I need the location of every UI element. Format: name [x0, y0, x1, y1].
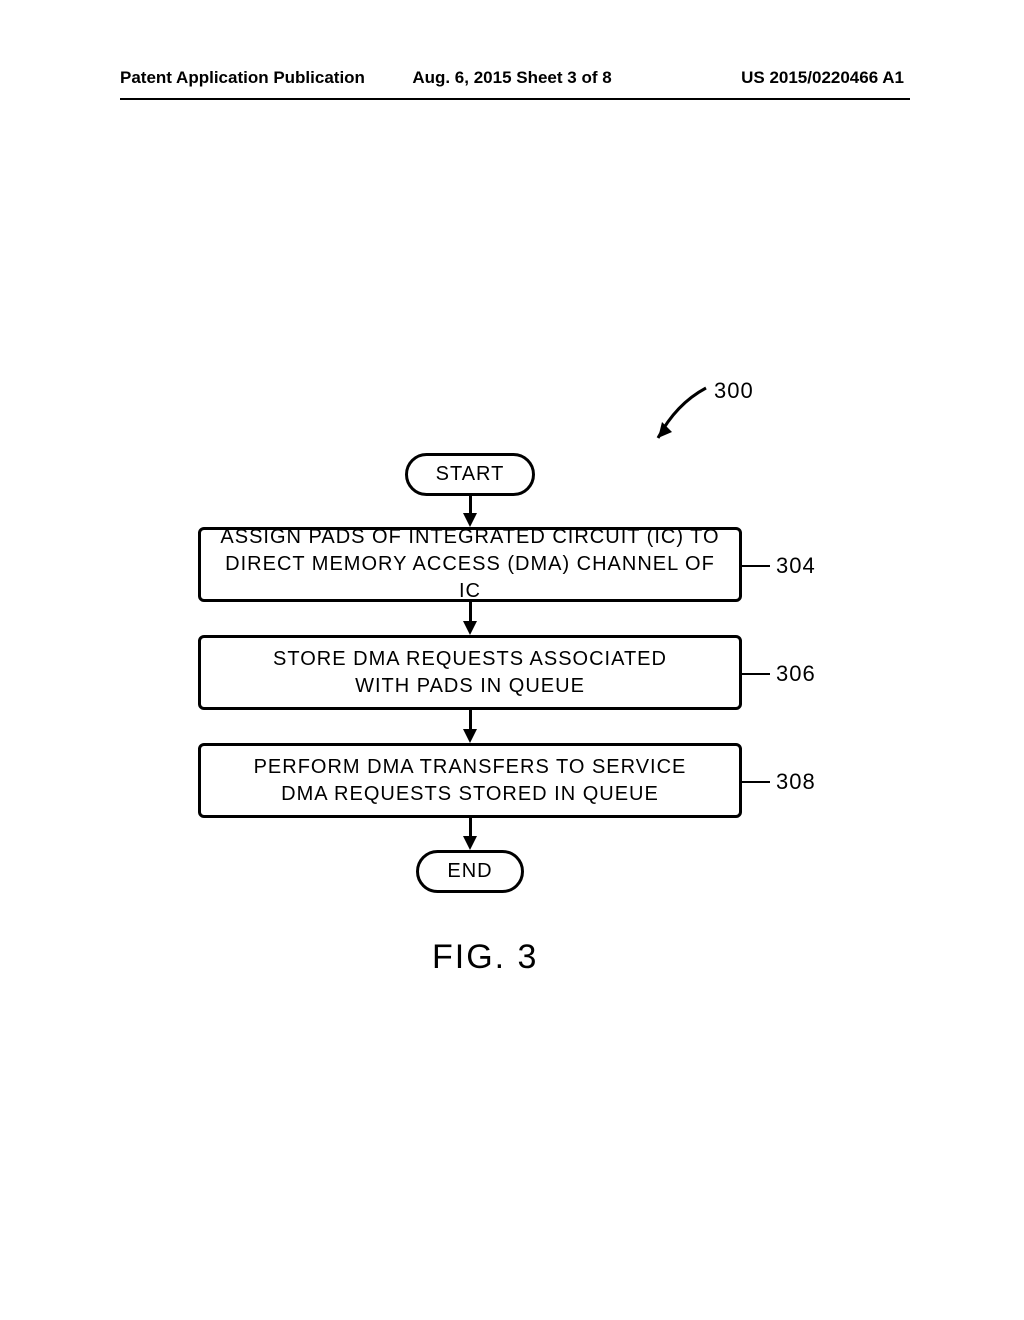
process-line: WITH PADS IN QUEUE	[211, 673, 729, 700]
process-line: DIRECT MEMORY ACCESS (DMA) CHANNEL OF IC	[211, 551, 729, 605]
arrow-head-icon	[463, 513, 477, 527]
process-line: STORE DMA REQUESTS ASSOCIATED	[211, 646, 729, 673]
lead-line	[742, 673, 770, 675]
terminator-start: START	[405, 453, 535, 496]
flowchart-diagram: START 304 ASSIGN PADS OF INTEGRATED CIRCUI…	[0, 0, 1024, 1320]
process-line: DMA REQUESTS STORED IN QUEUE	[211, 781, 729, 808]
arrow-head-icon	[463, 729, 477, 743]
flow-arrow	[469, 818, 472, 838]
process-s304: ASSIGN PADS OF INTEGRATED CIRCUIT (IC) T…	[198, 527, 742, 602]
flow-arrow	[469, 602, 472, 623]
reference-label: 304	[776, 553, 816, 579]
process-s308: PERFORM DMA TRANSFERS TO SERVICEDMA REQU…	[198, 743, 742, 818]
terminator-end: END	[416, 850, 524, 893]
lead-line	[742, 781, 770, 783]
process-line: ASSIGN PADS OF INTEGRATED CIRCUIT (IC) T…	[211, 524, 729, 551]
reference-label: 306	[776, 661, 816, 687]
process-s306: STORE DMA REQUESTS ASSOCIATEDWITH PADS I…	[198, 635, 742, 710]
figure-reference-label: 300	[714, 378, 754, 404]
reference-label: 308	[776, 769, 816, 795]
process-line: PERFORM DMA TRANSFERS TO SERVICE	[211, 754, 729, 781]
lead-line	[742, 565, 770, 567]
flow-arrow	[469, 710, 472, 731]
arrow-head-icon	[463, 621, 477, 635]
figure-label: FIG. 3	[432, 938, 538, 977]
arrow-head-icon	[463, 836, 477, 850]
